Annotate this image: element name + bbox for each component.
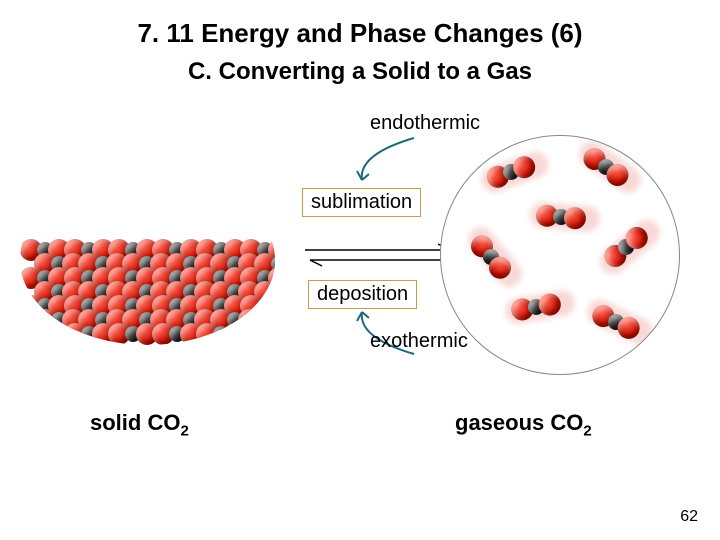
co2-molecule-icon	[20, 323, 70, 345]
co2-molecule-icon	[240, 323, 275, 345]
co2-molecule-icon	[108, 323, 158, 345]
slide: 7. 11 Energy and Phase Changes (6) C. Co…	[0, 0, 720, 540]
caption-solid: solid CO2	[90, 410, 189, 439]
page-number: 62	[680, 508, 698, 526]
subtitle-text: Converting a Solid to a Gas	[219, 58, 532, 85]
sublimation-label: sublimation	[302, 188, 421, 217]
co2-molecule-icon	[64, 323, 114, 345]
caption-gas-sub: 2	[583, 422, 591, 439]
slide-subtitle: C. Converting a Solid to a Gas	[0, 58, 720, 86]
co2-molecule-icon	[196, 323, 246, 345]
caption-gas-text: gaseous CO	[455, 410, 583, 435]
slide-title: 7. 11 Energy and Phase Changes (6)	[0, 18, 720, 49]
gaseous-co2-diagram	[440, 135, 680, 375]
exothermic-label: exothermic	[370, 330, 468, 353]
caption-solid-sub: 2	[180, 422, 188, 439]
co2-molecule-icon	[535, 204, 587, 230]
caption-gas: gaseous CO2	[455, 410, 592, 439]
arrow-endothermic-icon	[352, 132, 422, 188]
equilibrium-arrows-icon	[300, 240, 460, 273]
co2-molecule-icon	[152, 323, 202, 345]
caption-solid-text: solid CO	[90, 410, 180, 435]
solid-co2-diagram	[20, 175, 275, 345]
subtitle-prefix: C.	[188, 58, 212, 85]
